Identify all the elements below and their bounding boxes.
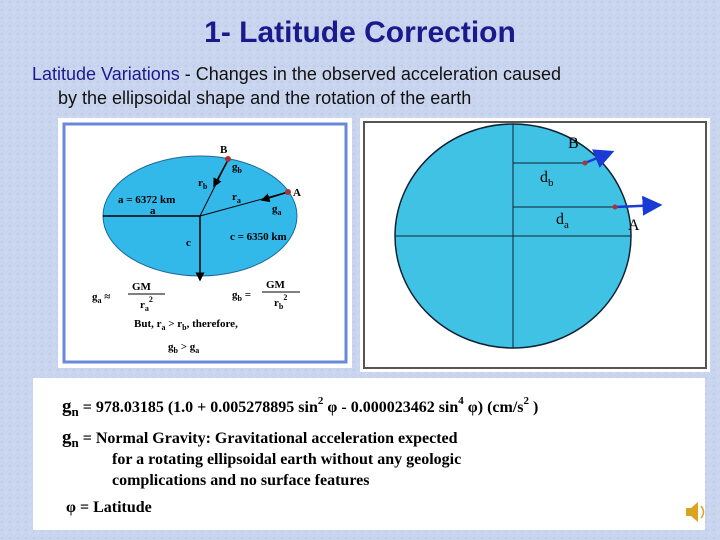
label: 2	[149, 295, 153, 304]
shape: ga	[272, 203, 282, 217]
shape: rb2	[274, 293, 287, 311]
label: r	[274, 297, 279, 309]
label: 2	[524, 395, 530, 407]
shape: db	[540, 169, 554, 189]
shape	[62, 122, 348, 364]
shape: da	[556, 211, 569, 231]
shape: gn = 978.03185 (1.0 + 0.005278895 sin2 φ…	[62, 395, 538, 419]
label: g	[232, 161, 238, 173]
label: a	[237, 196, 241, 205]
label: g	[168, 341, 174, 353]
shape	[225, 156, 231, 162]
shape	[260, 191, 289, 203]
label: a	[162, 323, 166, 332]
label: φ) (cm/s	[464, 399, 524, 416]
label: g	[92, 291, 98, 303]
shape	[612, 204, 618, 210]
label: complications and no surface features	[112, 472, 369, 489]
label: > r	[166, 318, 183, 330]
label: a	[98, 296, 102, 305]
label: g	[272, 203, 278, 215]
label: a	[195, 346, 199, 355]
label: d	[556, 211, 564, 228]
label: B	[220, 144, 228, 156]
shape	[686, 502, 698, 522]
shape: But, ra > rb, therefore,	[134, 318, 238, 332]
label: b	[203, 182, 208, 191]
label: A	[628, 217, 640, 234]
label: Latitude Variations	[32, 64, 180, 84]
label: 4	[458, 395, 464, 407]
shape	[700, 505, 705, 519]
shape: ga ≈	[92, 291, 110, 305]
label: a	[150, 205, 156, 217]
shape: gb	[232, 161, 243, 175]
label: a	[278, 208, 282, 217]
label: b	[182, 323, 187, 332]
label: )	[529, 399, 538, 416]
shape: rb	[198, 177, 208, 191]
label: =	[245, 289, 251, 301]
shape: gn = Normal Gravity: Gravitational accel…	[62, 427, 458, 450]
label: c = 6350 km	[230, 231, 287, 243]
label: a	[564, 219, 569, 231]
label: r	[140, 299, 145, 311]
label: r	[198, 177, 203, 189]
right-figure: B db da A	[360, 118, 710, 372]
label: c	[186, 237, 191, 249]
label: b	[238, 166, 243, 175]
left-figure: B gb rb ra A ga a = 6372 km a c c = 6350…	[58, 118, 352, 368]
label: φ = Latitude	[66, 499, 152, 516]
label: , therefore,	[187, 318, 238, 330]
label: b	[548, 177, 554, 189]
label: 2	[318, 395, 324, 407]
label: GM	[132, 281, 152, 293]
label: ≈	[104, 291, 110, 303]
shape: gb > ga	[168, 341, 199, 355]
label: n	[72, 404, 80, 419]
label: - Changes in the observed acceleration c…	[185, 64, 561, 84]
shape: gb =	[232, 289, 251, 303]
label: B	[568, 135, 579, 152]
label: a = 6372 km	[118, 194, 175, 206]
label: But, r	[134, 318, 162, 330]
label: = 978.03185 (1.0 + 0.005278895 sin	[79, 399, 318, 416]
shape	[285, 189, 291, 195]
label: d	[540, 169, 548, 186]
label: for a rotating ellipsoidal earth without…	[112, 451, 461, 468]
shape: ra	[232, 191, 241, 205]
label: g	[232, 289, 238, 301]
shape	[582, 160, 588, 166]
label: b	[174, 346, 179, 355]
label: g	[62, 427, 72, 448]
shape	[614, 195, 663, 216]
intro-line: by the ellipsoidal shape and the rotatio…	[58, 88, 471, 108]
shape: ra2	[140, 295, 153, 313]
shape	[584, 149, 615, 168]
formula-box: gn = 978.03185 (1.0 + 0.005278895 sin2 φ…	[33, 378, 705, 530]
label: g	[62, 396, 72, 417]
label: A	[293, 187, 301, 199]
label: b	[238, 294, 243, 303]
label: > g	[178, 341, 196, 353]
speaker-icon[interactable]	[686, 502, 705, 522]
slide-title: 1- Latitude Correction	[204, 16, 516, 49]
shape	[33, 378, 705, 530]
shape	[363, 121, 707, 369]
label: b	[279, 302, 284, 311]
shape	[213, 159, 229, 188]
intro-line: Latitude Variations - Changes in the obs…	[32, 64, 561, 84]
label: = Normal Gravity: Gravitational accelera…	[79, 430, 458, 447]
label: 2	[283, 293, 287, 302]
label: φ - 0.000023462 sin	[323, 399, 458, 416]
label: n	[72, 435, 80, 450]
label: GM	[266, 279, 286, 291]
label: r	[232, 191, 237, 203]
label: a	[145, 304, 149, 313]
